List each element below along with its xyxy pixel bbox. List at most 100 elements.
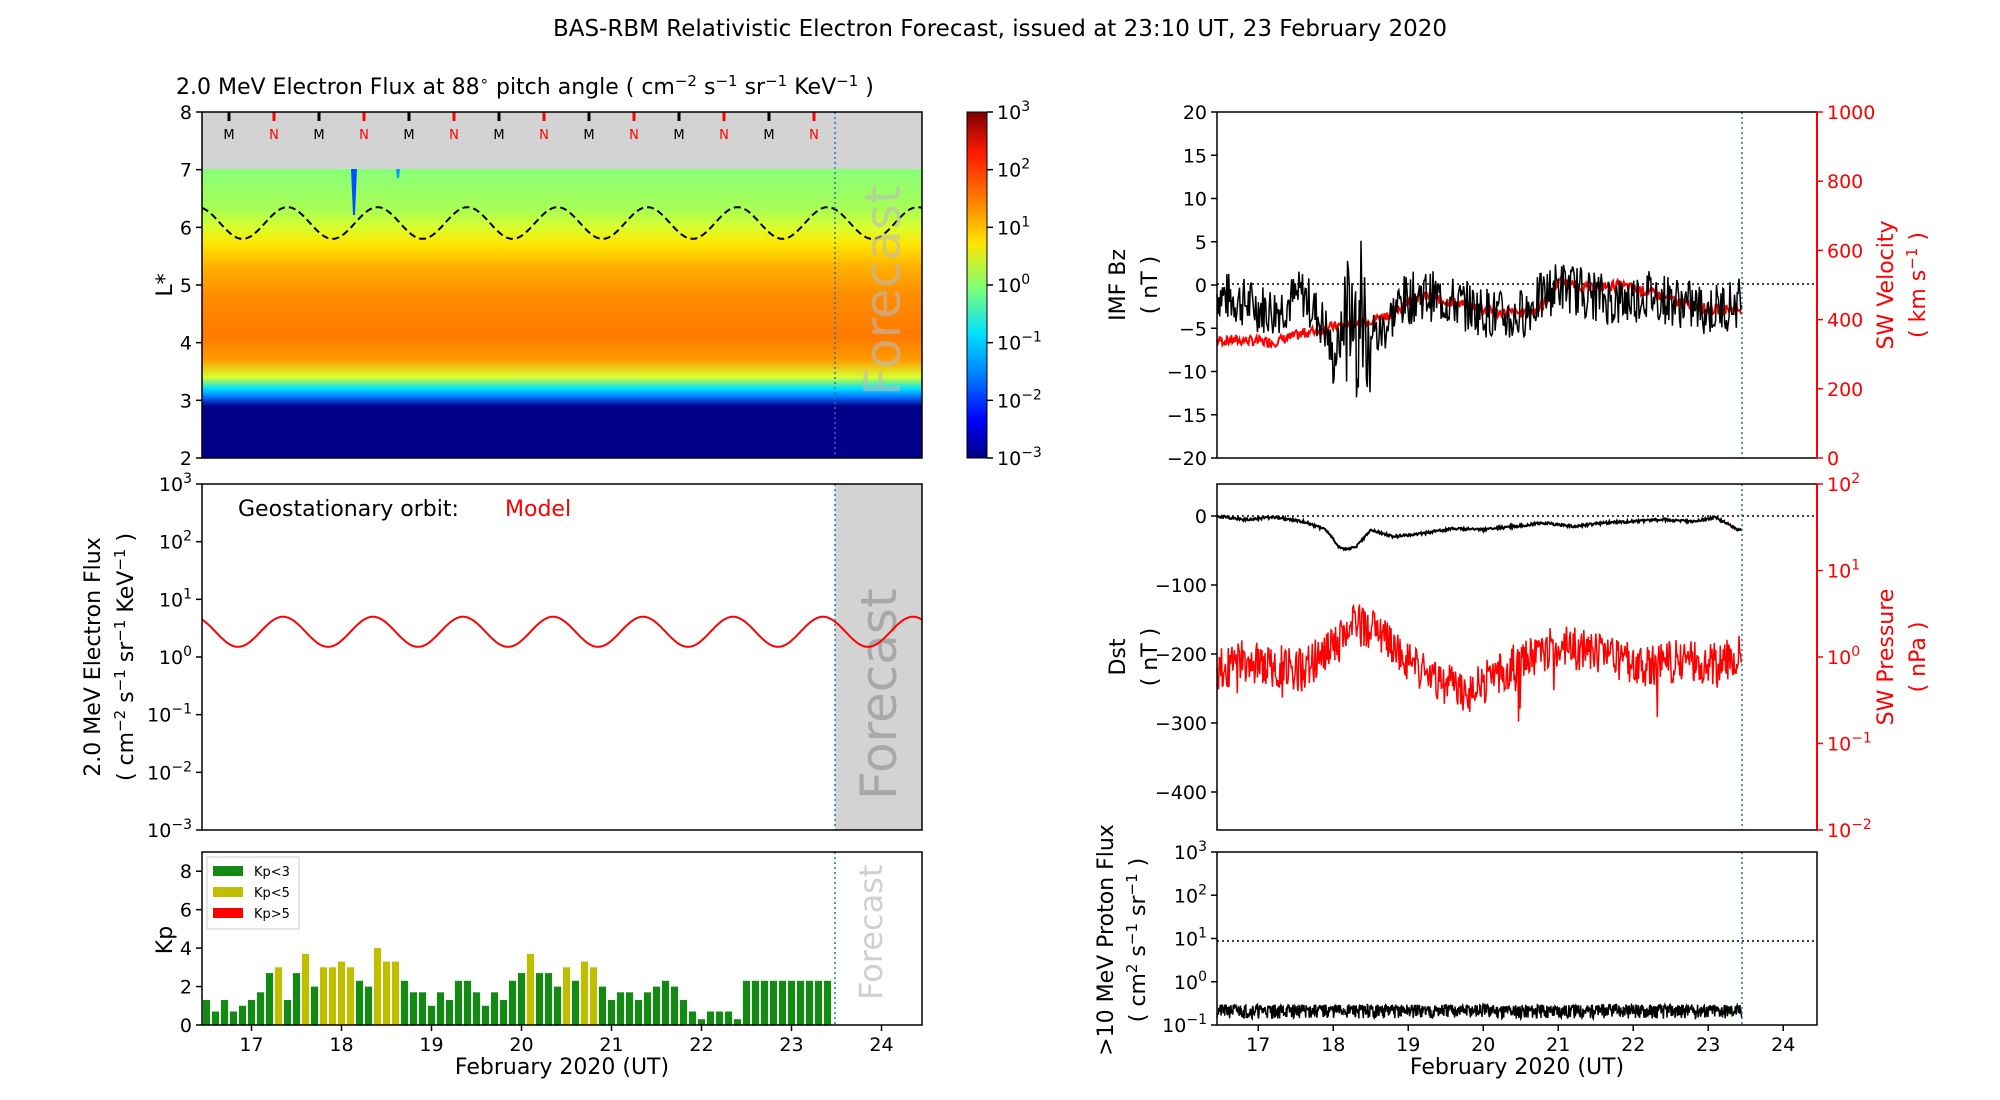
- injection-streak-2: [396, 169, 400, 178]
- kp-bar: [625, 992, 634, 1025]
- kp-bar: [373, 948, 382, 1025]
- kp-bar: [652, 986, 661, 1025]
- injection-streak: [351, 169, 357, 215]
- kp-bar: [823, 980, 832, 1025]
- x-tick-label: 23: [1696, 1034, 1720, 1056]
- tick-label: 0: [180, 1015, 192, 1037]
- colorbar-tick-label: 102: [997, 157, 1030, 182]
- ylabel-proton-2: ( cm2 s−1 sr−1 ): [1123, 858, 1151, 1022]
- kp-bar: [796, 980, 805, 1025]
- mlt-label: N: [359, 128, 369, 143]
- ylabel-dst-2: ( nT ): [1138, 628, 1163, 687]
- kp-bar: [427, 1005, 436, 1025]
- flux-lstar-title: 2.0 MeV Electron Flux at 88∘ pitch angle…: [176, 72, 874, 100]
- colorbar-tick-label: 103: [997, 99, 1030, 124]
- tick-label: 102: [1174, 882, 1207, 907]
- kp-bar: [301, 953, 310, 1025]
- tick-label: 101: [1827, 558, 1860, 583]
- kp-bar: [544, 973, 553, 1025]
- plot-frame-3: [201, 851, 923, 1026]
- tick-label: 100: [1827, 644, 1860, 669]
- kp-bar: [598, 986, 607, 1025]
- x-tick-label: 19: [419, 1034, 443, 1056]
- ylabel-pressure-2: ( nPa ): [1906, 622, 1931, 693]
- kp-bar: [400, 980, 409, 1025]
- kp-bar: [526, 953, 535, 1025]
- kp-legend: Kp<3 Kp<5 Kp>5: [206, 856, 300, 930]
- y-axis-pressure: 10−2 10−1 100 101 102: [1816, 471, 1872, 842]
- kp-bar: [769, 980, 778, 1025]
- kp-bar: [580, 961, 589, 1025]
- y-axis-imf: −20 −15 −10 −5 0 5 10 15 20: [1167, 102, 1217, 470]
- kp-bar: [283, 1000, 292, 1025]
- plot-frame-4: [1216, 111, 1818, 459]
- kp-bar: [328, 967, 337, 1025]
- tick-label: 8: [180, 102, 192, 124]
- xlabel-right: February 2020 (UT): [1410, 1055, 1624, 1080]
- kp-bar: [445, 1000, 454, 1025]
- tick-label: 100: [159, 644, 192, 669]
- forecast-watermark-3: Forecast: [852, 865, 890, 1000]
- kp-bar: [256, 992, 265, 1025]
- kp-legend-label-yellow: Kp<5: [254, 886, 290, 901]
- ylabel-kp: Kp: [153, 926, 178, 954]
- tick-label: 1000: [1827, 102, 1875, 124]
- kp-bar: [688, 1011, 697, 1025]
- kp-legend-swatch-yellow: [213, 887, 243, 897]
- tick-label: 10: [1183, 189, 1207, 211]
- tick-label: 10−1: [147, 702, 192, 727]
- kp-legend-label-green: Kp<3: [254, 865, 290, 880]
- kp-bar: [238, 1005, 247, 1025]
- x-axis-kp: 17 18 19 20 21 22 23 24: [239, 1025, 894, 1056]
- kp-bar: [697, 1019, 706, 1025]
- imf-sw-panel: −20 −15 −10 −5 0 5 10 15 20 0 200 400 600 800 1000 IM…: [1106, 102, 1931, 470]
- kp-bar: [274, 967, 283, 1025]
- kp-bar: [481, 1005, 490, 1025]
- tick-label: 400: [1827, 310, 1863, 332]
- kp-bar: [607, 1000, 616, 1025]
- tick-label: 4: [180, 333, 192, 355]
- x-tick-label: 22: [1621, 1034, 1645, 1056]
- ylabel-geo-2: ( cm−2 s−1 sr−1 KeV−1 ): [111, 533, 139, 781]
- x-tick-label: 17: [1246, 1034, 1270, 1056]
- kp-bar: [346, 967, 355, 1025]
- kp-bar: [409, 992, 418, 1025]
- tick-label: 103: [159, 471, 192, 496]
- kp-bar: [805, 980, 814, 1025]
- y-axis-proton: 10−1 100 101 102 103: [1162, 839, 1217, 1037]
- kp-bar: [391, 961, 400, 1025]
- tick-label: 10−2: [147, 759, 192, 784]
- tick-label: 0: [1195, 275, 1207, 297]
- tick-label: −10: [1167, 362, 1207, 384]
- kp-bar: [499, 1000, 508, 1025]
- geo-flux-line: [201, 615, 923, 648]
- kp-bar: [814, 980, 823, 1025]
- kp-bar: [364, 986, 373, 1025]
- y-axis-geo: 10−3 10−2 10−1 100 101 102 103: [147, 471, 202, 842]
- kp-bar: [382, 961, 391, 1025]
- ylabel-geo-1: 2.0 MeV Electron Flux: [81, 537, 106, 777]
- tick-label: 8: [180, 861, 192, 883]
- flux-lstar-panel: 2.0 MeV Electron Flux at 88∘ pitch angle…: [153, 72, 1042, 470]
- ylabel-pressure-1: SW Pressure: [1874, 589, 1899, 726]
- tick-label: 103: [1174, 839, 1207, 864]
- tick-label: 800: [1827, 171, 1863, 193]
- y-axis-lstar: 2 3 4 5 6 7 8: [180, 102, 202, 470]
- kp-bar: [454, 980, 463, 1025]
- tick-label: 0: [1827, 448, 1839, 470]
- x-tick-label: 23: [779, 1034, 803, 1056]
- x-tick-label: 21: [599, 1034, 623, 1056]
- no-data-band: [202, 112, 922, 169]
- tick-label: 0: [1195, 506, 1207, 528]
- mlt-label: M: [583, 128, 594, 143]
- kp-bar: [571, 980, 580, 1025]
- colorbar-tick-label: 10−3: [997, 445, 1042, 470]
- kp-bar: [742, 980, 751, 1025]
- kp-bar: [337, 961, 346, 1025]
- mlt-label: N: [449, 128, 459, 143]
- tick-label: 10−1: [1162, 1012, 1207, 1037]
- colorbar-tick-label: 101: [997, 214, 1030, 239]
- tick-label: −15: [1167, 405, 1207, 427]
